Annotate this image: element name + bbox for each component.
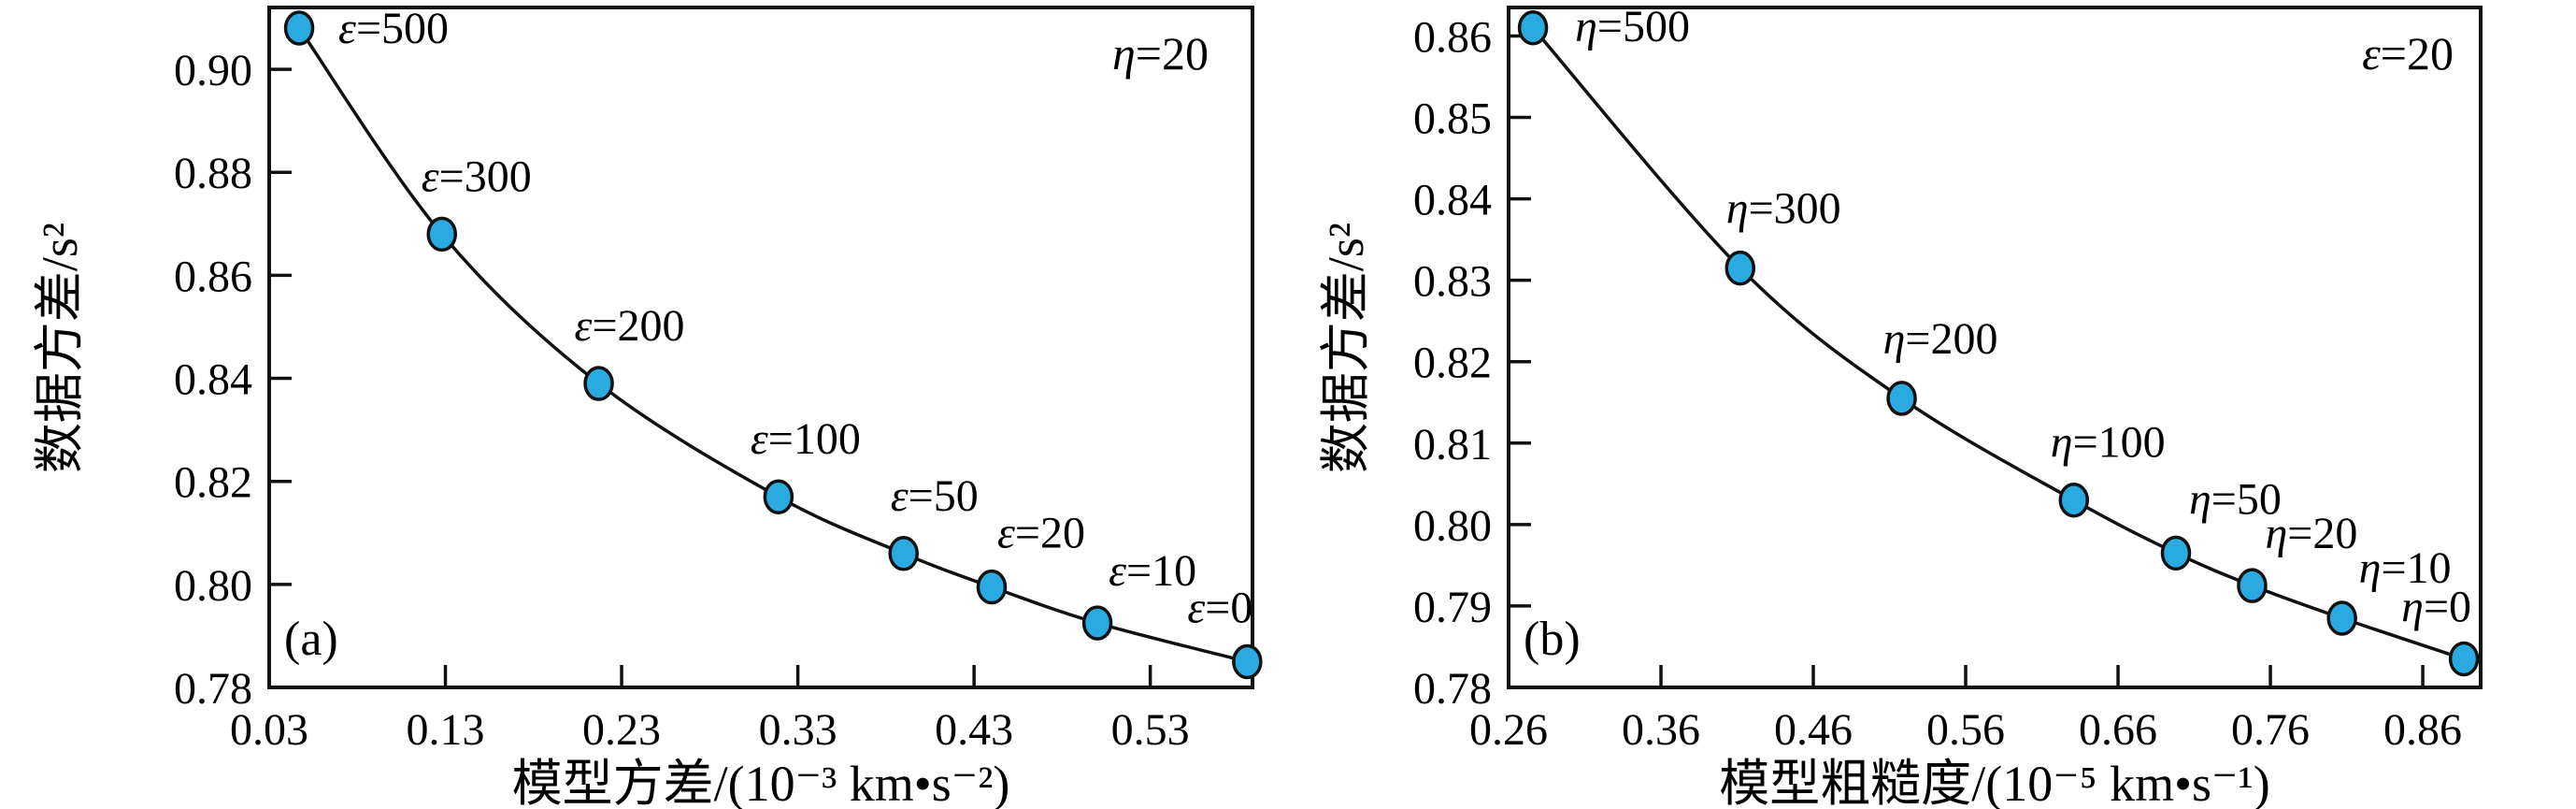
chart-panel-b: 0.26 0.36 0.46 0.56 0.66 0.76 0.86 0.78 0.79 0.80… <box>1288 0 2576 809</box>
data-point-label: η=300 <box>1726 184 1841 234</box>
y-tick-label: 0.81 <box>1413 420 1492 470</box>
data-point-marker <box>1886 381 1917 416</box>
data-point-label: ε=0 <box>1187 583 1252 632</box>
chart-a-svg: 0.03 0.13 0.23 0.33 0.43 0.53 0.78 0.80 0.82 0.84… <box>32 4 1263 809</box>
fixed-parameter-annotation: ε=20 <box>2362 27 2454 79</box>
data-point-marker <box>1517 10 1549 46</box>
data-point-label: ε=200 <box>575 301 685 351</box>
x-tick-label: 0.86 <box>2383 705 2462 755</box>
data-point-marker <box>1724 250 1756 286</box>
y-tick-label: 0.78 <box>1413 664 1492 714</box>
data-point-label: η=50 <box>2189 474 2282 524</box>
data-point-marker <box>2237 568 2268 603</box>
data-point-label: ε=10 <box>1109 546 1196 596</box>
y-tick-label: 0.86 <box>174 252 252 301</box>
data-point-marker <box>2160 535 2192 571</box>
data-point-marker <box>2448 641 2480 677</box>
data-point-label: η=100 <box>2051 418 2166 468</box>
x-axis-label: 模型粗糙度/(10⁻⁵ km•s⁻¹) <box>1719 756 2269 809</box>
plot-border <box>267 6 1254 689</box>
x-tick-label: 0.56 <box>1926 705 2005 755</box>
y-tick-label: 0.86 <box>1413 12 1492 62</box>
y-tick-label: 0.83 <box>1413 257 1492 307</box>
data-point-label: ε=20 <box>997 509 1085 558</box>
data-point-label: η=200 <box>1883 314 1998 364</box>
y-tick-label: 0.82 <box>174 458 252 508</box>
data-point-label: η=500 <box>1575 2 1690 51</box>
x-tick-label: 0.33 <box>759 705 837 755</box>
data-point-marker <box>763 479 794 514</box>
x-tick-label: 0.76 <box>2231 705 2310 755</box>
x-tick-label: 0.43 <box>935 705 1013 755</box>
x-tick-label: 0.36 <box>1622 705 1700 755</box>
chart-panel-a: 0.03 0.13 0.23 0.33 0.43 0.53 0.78 0.80 0.82 0.84… <box>32 4 1263 809</box>
y-tick-label: 0.88 <box>174 149 252 198</box>
y-tick-label: 0.80 <box>174 561 252 611</box>
tradeoff-curve <box>1531 26 2465 661</box>
tradeoff-curve <box>297 27 1248 664</box>
data-point-marker <box>1081 605 1113 641</box>
data-point-marker <box>976 569 1008 605</box>
chart-b-svg: 0.26 0.36 0.46 0.56 0.66 0.76 0.86 0.78 0.79 0.80… <box>1318 2 2483 809</box>
x-tick-label: 0.13 <box>407 705 485 755</box>
data-point-label: ε=100 <box>751 414 861 464</box>
y-tick-label: 0.78 <box>174 664 252 714</box>
data-point-marker <box>283 10 315 46</box>
panel-label: (b) <box>1524 613 1581 666</box>
x-tick-label: 0.26 <box>1469 705 1548 755</box>
y-tick-label: 0.79 <box>1413 583 1492 632</box>
y-tick-label: 0.84 <box>174 355 252 405</box>
data-point-label: ε=500 <box>338 4 449 53</box>
data-point-marker <box>2326 600 2357 636</box>
x-tick-label: 0.23 <box>582 705 661 755</box>
data-point-marker <box>888 536 919 571</box>
y-tick-label: 0.85 <box>1413 94 1492 144</box>
y-tick-label: 0.82 <box>1413 339 1492 388</box>
data-point-label: η=10 <box>2359 543 2452 593</box>
y-tick-label: 0.84 <box>1413 176 1492 225</box>
y-axis-label: 数据方差/s² <box>32 223 88 473</box>
x-tick-label: 0.46 <box>1774 705 1853 755</box>
x-tick-label: 0.53 <box>1111 705 1190 755</box>
x-tick-label: 0.03 <box>230 705 308 755</box>
data-point-label: η=20 <box>2265 509 2357 558</box>
data-point-marker <box>426 216 458 253</box>
panel-label: (a) <box>284 613 338 666</box>
data-point-marker <box>583 366 614 401</box>
plot-border <box>1507 6 2483 689</box>
x-axis-label: 模型方差/(10⁻³ km•s⁻²) <box>512 756 1010 809</box>
fixed-parameter-annotation: η=20 <box>1112 27 1209 79</box>
data-point-marker <box>1232 643 1263 680</box>
data-point-label: ε=300 <box>422 152 532 201</box>
y-tick-label: 0.80 <box>1413 501 1492 551</box>
data-point-label: ε=50 <box>891 471 979 521</box>
y-axis-label: 数据方差/s² <box>1318 223 1374 473</box>
y-tick-label: 0.90 <box>174 46 252 95</box>
data-point-marker <box>2058 482 2090 518</box>
x-tick-label: 0.66 <box>2079 705 2157 755</box>
data-point-label: η=0 <box>2401 583 2471 632</box>
